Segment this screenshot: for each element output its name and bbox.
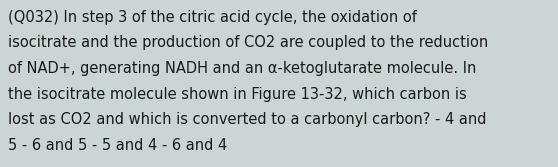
Text: of NAD+, generating NADH and an α-ketoglutarate molecule. In: of NAD+, generating NADH and an α-ketogl…: [8, 61, 477, 76]
Text: isocitrate and the production of CO2 are coupled to the reduction: isocitrate and the production of CO2 are…: [8, 36, 488, 50]
Text: the isocitrate molecule shown in Figure 13-32, which carbon is: the isocitrate molecule shown in Figure …: [8, 87, 466, 102]
Text: 5 - 6 and 5 - 5 and 4 - 6 and 4: 5 - 6 and 5 - 5 and 4 - 6 and 4: [8, 137, 227, 152]
Text: (Q032) In step 3 of the citric acid cycle, the oxidation of: (Q032) In step 3 of the citric acid cycl…: [8, 10, 417, 25]
Text: lost as CO2 and which is converted to a carbonyl carbon? - 4 and: lost as CO2 and which is converted to a …: [8, 112, 487, 127]
